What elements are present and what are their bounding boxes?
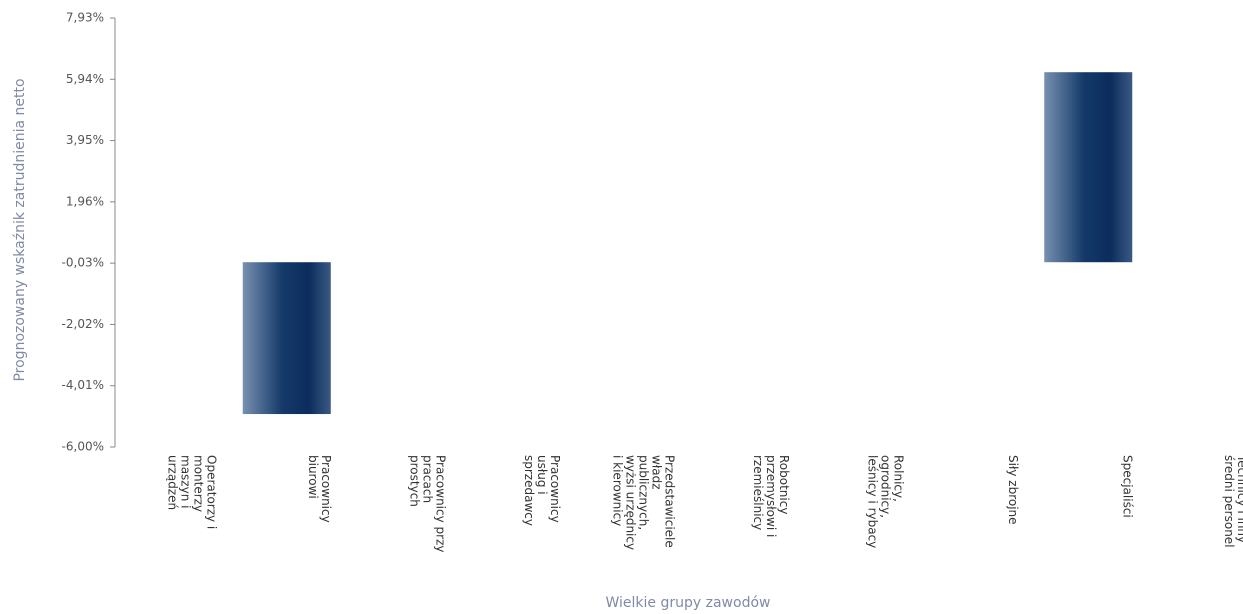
x-tick-label: Operatorzy i monterzy maszyn i urządzeń xyxy=(165,455,219,530)
x-tick-label: Pracownicy biurowi xyxy=(305,455,333,523)
bar xyxy=(1044,72,1133,263)
y-tick-label: 3,95% xyxy=(66,133,104,147)
x-tick-label: Przedstawiciele władz publicznych, wyżsi… xyxy=(610,455,677,551)
x-tick-label: Rolnicy, ogrodnicy, leśnicy i rybacy xyxy=(865,455,906,549)
x-tick-label: Siły zbrojne xyxy=(1005,455,1020,525)
y-tick-label: 5,94% xyxy=(66,72,104,86)
y-tick-label: -0,03% xyxy=(62,256,104,270)
x-tick-label: Pracownicy przy pracach prostych xyxy=(407,455,448,553)
y-axis-title: Prognozowany wskaźnik zatrudnienia netto xyxy=(12,78,28,381)
x-axis-title: Wielkie grupy zawodów xyxy=(606,595,771,611)
y-tick-label: 7,93% xyxy=(66,11,104,25)
x-tick-label: Specjaliści xyxy=(1120,455,1135,518)
y-tick-label: -6,00% xyxy=(62,440,104,454)
y-tick-label: -2,02% xyxy=(62,317,104,331)
y-tick-label: -4,01% xyxy=(62,378,104,392)
y-tick-label: 1,96% xyxy=(66,194,104,208)
x-tick-label: Technicy i inny średni personel xyxy=(1221,455,1243,548)
x-tick-label: Pracownicy usług i sprzedawcy xyxy=(521,455,562,526)
x-tick-label: Robotnicy przemysłowi i rzemieślnicy xyxy=(750,455,791,538)
bar xyxy=(242,262,331,415)
